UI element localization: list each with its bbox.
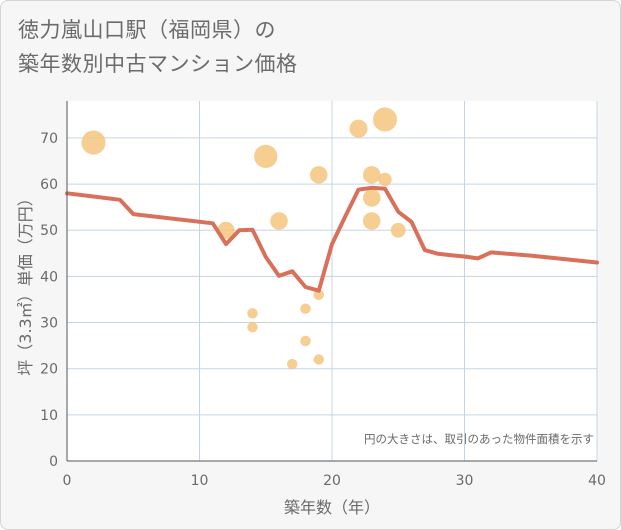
x-tick-label: 30: [456, 473, 474, 489]
data-bubble: [81, 130, 106, 155]
chart-title: 徳力嵐山口駅（福岡県）の 築年数別中古マンション価格: [18, 13, 298, 81]
data-bubble: [390, 222, 406, 238]
data-bubble: [300, 303, 311, 314]
chart-title-line-2: 築年数別中古マンション価格: [18, 52, 298, 76]
chart-title-line-1: 徳力嵐山口駅（福岡県）の: [18, 18, 276, 42]
data-bubble: [254, 144, 278, 169]
data-bubble: [313, 354, 324, 365]
data-bubble: [349, 119, 368, 138]
x-tick-label: 10: [191, 473, 209, 489]
y-tick-label: 50: [40, 223, 58, 239]
y-tick-label: 70: [40, 131, 58, 147]
bubble-series: [81, 107, 406, 370]
data-bubble: [372, 107, 398, 132]
axes: 0 10 20 30 40 50 60 70 0 10 20 30 40: [40, 101, 606, 489]
data-bubble: [309, 166, 328, 184]
x-tick-label: 20: [323, 473, 341, 489]
data-bubble: [270, 212, 288, 230]
y-tick-label: 10: [40, 408, 58, 424]
y-tick-label: 20: [40, 362, 58, 378]
y-tick-label: 60: [40, 177, 58, 193]
average-price-line: [65, 185, 599, 293]
average-line-series: [65, 185, 599, 293]
data-bubble: [247, 308, 258, 319]
y-tick-label: 40: [40, 269, 58, 285]
data-bubble: [247, 321, 258, 333]
data-bubble: [287, 358, 298, 370]
data-bubble: [362, 189, 381, 207]
data-bubble: [362, 212, 381, 230]
data-bubble: [313, 289, 324, 301]
data-bubble: [378, 172, 392, 187]
y-axis-label: 坪（3.3㎡）単価（万円）: [16, 190, 35, 375]
x-axis-label: 築年数（年）: [284, 498, 380, 517]
y-tick-label: 0: [49, 454, 58, 470]
size-note: 円の大きさは、取引のあった物件面積を示す: [364, 432, 594, 446]
x-tick-label: 0: [63, 473, 72, 489]
grid-lines: [67, 101, 598, 461]
y-tick-label: 30: [40, 316, 58, 332]
data-bubble: [362, 166, 381, 184]
data-bubble: [300, 335, 311, 347]
x-tick-label: 40: [588, 473, 606, 489]
